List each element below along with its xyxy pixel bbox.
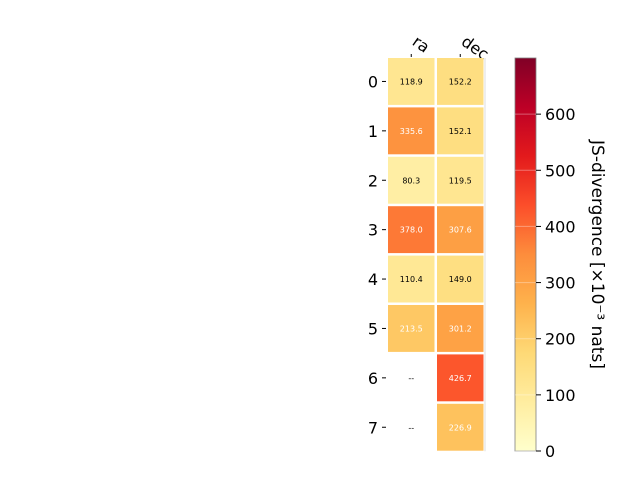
heatmap-cell-label: 118.9 bbox=[400, 77, 423, 86]
heatmap-cell-label: 80.3 bbox=[402, 176, 420, 185]
heatmap-cell bbox=[437, 206, 484, 254]
colorbar-tick-label: 400 bbox=[545, 217, 576, 236]
heatmap-cell-missing-label: -- bbox=[408, 374, 414, 383]
heatmap-cell-label: 152.1 bbox=[449, 127, 472, 136]
heatmap-cells: 118.9 152.2 335.6 152.1 80.3 119.5 378.0 307.6 1… bbox=[388, 58, 486, 452]
heatmap-cell-label: 152.2 bbox=[449, 77, 472, 86]
heatmap-cell-label: 110.4 bbox=[400, 275, 423, 284]
heatmap-cell bbox=[388, 255, 435, 303]
row-label-6: 6 bbox=[368, 369, 378, 388]
row-label-4: 4 bbox=[368, 270, 378, 289]
colorbar-tick-label: 300 bbox=[545, 274, 576, 293]
heatmap-cell bbox=[437, 403, 484, 451]
colorbar-label: JS-divergence [×10⁻³ nats] bbox=[587, 139, 607, 369]
colorbar-tick-label: 500 bbox=[545, 161, 576, 180]
heatmap-cell-label: 301.2 bbox=[449, 324, 472, 333]
colorbar-gradient bbox=[514, 57, 537, 452]
row-label-7: 7 bbox=[368, 418, 378, 437]
heatmap-cell-missing-label: -- bbox=[408, 423, 414, 432]
heatmap-cell-label: 335.6 bbox=[400, 127, 423, 136]
row-label-0: 0 bbox=[368, 72, 378, 91]
colorbar: 0 100 200 300 400 500 600 JS-divergence [×10⁻³ … bbox=[514, 57, 607, 461]
heatmap-cell-label: 426.7 bbox=[449, 374, 472, 383]
heatmap-cell-label: 378.0 bbox=[400, 226, 423, 235]
colorbar-tick-label: 0 bbox=[545, 442, 555, 461]
colorbar-tick-label: 200 bbox=[545, 330, 576, 349]
row-labels: 0 1 2 3 4 5 6 7 bbox=[368, 72, 386, 437]
heatmap-cell bbox=[388, 206, 435, 254]
heatmap-cell-label: 213.5 bbox=[400, 324, 423, 333]
heatmap-cell bbox=[437, 107, 484, 155]
heatmap-cell bbox=[388, 156, 435, 204]
heatmap-cell-label: 119.5 bbox=[449, 176, 472, 185]
colorbar-tick-label: 100 bbox=[545, 386, 576, 405]
heatmap-cell bbox=[437, 58, 484, 105]
heatmap-cell bbox=[437, 354, 484, 402]
heatmap-cell-label: 307.6 bbox=[449, 226, 472, 235]
heatmap-cell bbox=[388, 58, 435, 105]
heatmap-cell bbox=[437, 255, 484, 303]
row-label-3: 3 bbox=[368, 221, 378, 240]
heatmap-cell bbox=[388, 305, 435, 352]
row-label-2: 2 bbox=[368, 171, 378, 190]
heatmap-cell-label: 149.0 bbox=[449, 275, 472, 284]
heatmap-cell bbox=[388, 107, 435, 155]
column-label-ra: ra bbox=[409, 32, 433, 57]
row-label-5: 5 bbox=[368, 319, 378, 338]
row-label-1: 1 bbox=[368, 122, 378, 141]
heatmap-cell bbox=[437, 305, 484, 352]
colorbar-tick-label: 600 bbox=[545, 105, 576, 124]
heatmap-cell bbox=[437, 156, 484, 204]
heatmap-cell-label: 226.9 bbox=[449, 423, 472, 432]
